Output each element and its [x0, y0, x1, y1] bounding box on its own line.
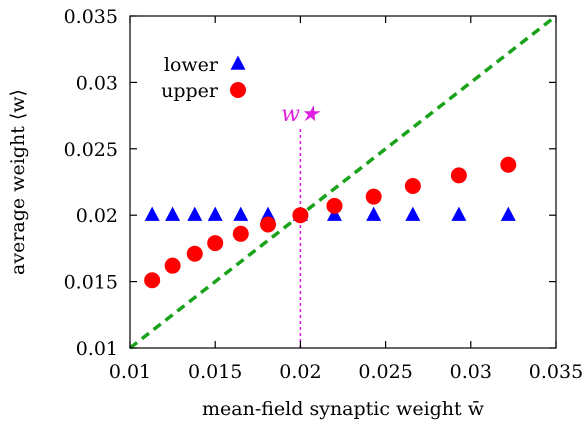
- upper-point: [404, 177, 421, 194]
- x-tick-label: 0.02: [279, 361, 321, 383]
- y-tick-label: 0.035: [64, 6, 118, 28]
- lower-point: [207, 206, 223, 221]
- x-tick-label: 0.015: [188, 361, 242, 383]
- x-tick-label: 0.035: [529, 361, 583, 383]
- y-tick-label: 0.025: [64, 139, 118, 161]
- lower-point: [451, 206, 467, 221]
- upper-point: [144, 272, 161, 289]
- upper-point: [164, 257, 181, 274]
- lower-point: [165, 206, 181, 221]
- w-star-label: w★: [281, 102, 321, 127]
- upper-point: [232, 225, 249, 242]
- lower-point: [187, 206, 203, 221]
- y-tick-label: 0.01: [76, 338, 118, 360]
- lower-point: [144, 206, 160, 221]
- upper-point: [260, 216, 277, 233]
- lower-point: [500, 206, 516, 221]
- plot-area: w★: [128, 14, 558, 350]
- lower-point: [233, 206, 249, 221]
- y-axis-title: average weight ⟨w⟩: [7, 89, 29, 275]
- plot-frame: [129, 15, 557, 349]
- legend-marker-upper: [230, 82, 246, 98]
- legend-marker-lower: [230, 55, 246, 70]
- y-tick-label: 0.03: [76, 72, 118, 94]
- x-tick-label: 0.03: [450, 361, 492, 383]
- legend: lower upper: [161, 54, 246, 102]
- upper-point: [450, 167, 467, 184]
- diagonal-line: [128, 14, 558, 350]
- lower-point: [405, 206, 421, 221]
- upper-point: [292, 207, 309, 224]
- x-tick-label: 0.01: [109, 361, 151, 383]
- upper-point: [207, 235, 224, 252]
- x-axis-title: mean-field synaptic weight w̄: [202, 398, 485, 420]
- lower-point: [260, 206, 276, 221]
- x-tick-label: 0.025: [358, 361, 412, 383]
- y-tick-label: 0.02: [76, 205, 118, 227]
- legend-label-lower: lower: [164, 54, 219, 76]
- tick-labels: 0.01 0.015 0.02 0.025 0.03 0.035 0.01 0.015 0.02…: [64, 6, 584, 383]
- lower-point: [366, 206, 382, 221]
- upper-point: [365, 188, 382, 205]
- data-marks: [144, 156, 517, 289]
- upper-point: [186, 245, 203, 262]
- y-tick-label: 0.015: [64, 272, 118, 294]
- legend-label-upper: upper: [161, 80, 219, 102]
- upper-point: [500, 156, 517, 173]
- upper-point: [326, 197, 343, 214]
- axes: [129, 15, 557, 349]
